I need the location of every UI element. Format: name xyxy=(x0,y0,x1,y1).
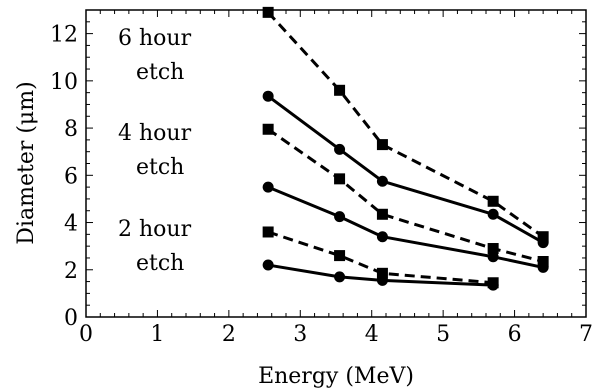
series-line xyxy=(267,11,545,238)
square-marker xyxy=(262,123,274,135)
square-marker xyxy=(334,84,346,96)
square-marker xyxy=(334,173,346,185)
circle-marker xyxy=(262,90,274,102)
series-1 xyxy=(262,6,549,243)
y-tick-label: 12 xyxy=(50,23,78,48)
series-3 xyxy=(262,123,549,268)
circle-marker xyxy=(487,208,499,220)
x-tick-label: 0 xyxy=(79,322,93,347)
series-2 xyxy=(262,90,549,249)
y-tick-label: 2 xyxy=(64,259,78,284)
circle-marker xyxy=(537,261,549,273)
series-6 xyxy=(262,259,499,291)
circle-marker xyxy=(262,181,274,193)
circle-marker xyxy=(487,279,499,291)
series-line xyxy=(267,128,544,263)
circle-marker xyxy=(376,274,388,286)
y-tick-label: 8 xyxy=(64,117,78,142)
square-marker xyxy=(487,243,499,255)
annotation-6h-line1: 6 hour xyxy=(118,26,192,51)
x-tick-label: 6 xyxy=(508,322,522,347)
x-tick-label: 1 xyxy=(150,322,164,347)
square-marker xyxy=(376,139,388,151)
y-tick-label: 6 xyxy=(64,164,78,189)
square-marker xyxy=(262,226,274,238)
series-line xyxy=(267,185,544,269)
circle-marker xyxy=(537,237,549,249)
square-marker xyxy=(487,195,499,207)
x-tick-label: 5 xyxy=(436,322,450,347)
series-line xyxy=(267,263,494,287)
x-axis-label: Energy (MeV) xyxy=(258,364,414,389)
circle-marker xyxy=(262,259,274,271)
square-marker xyxy=(262,6,274,18)
square-marker xyxy=(537,256,549,268)
y-tick-label: 10 xyxy=(50,70,78,95)
x-tick-label: 2 xyxy=(222,322,236,347)
annotation-6h-line2: etch xyxy=(136,60,184,85)
circle-marker xyxy=(334,271,346,283)
circle-marker xyxy=(334,211,346,223)
square-marker xyxy=(376,267,388,279)
annotation-4h-line1: 4 hour xyxy=(118,121,192,146)
annotation-2h-line2: etch xyxy=(136,251,184,276)
series-layer xyxy=(262,6,549,291)
x-tick-label: 3 xyxy=(293,322,307,347)
x-tick-label: 7 xyxy=(579,322,593,347)
x-tick-label: 4 xyxy=(365,322,379,347)
square-marker xyxy=(334,250,346,262)
circle-marker xyxy=(376,231,388,243)
y-tick-label: 4 xyxy=(64,212,78,237)
circle-marker xyxy=(334,143,346,155)
series-line xyxy=(267,230,494,285)
series-4 xyxy=(262,181,549,273)
square-marker xyxy=(376,208,388,220)
square-marker xyxy=(537,231,549,243)
y-axis-label: Diameter (μm) xyxy=(14,81,39,244)
y-tick-label: 0 xyxy=(64,306,78,331)
annotation-2h-line1: 2 hour xyxy=(118,217,192,242)
circle-marker xyxy=(376,175,388,187)
circle-marker xyxy=(487,251,499,263)
annotation-4h-line2: etch xyxy=(136,155,184,180)
axis-ticks xyxy=(85,9,587,318)
